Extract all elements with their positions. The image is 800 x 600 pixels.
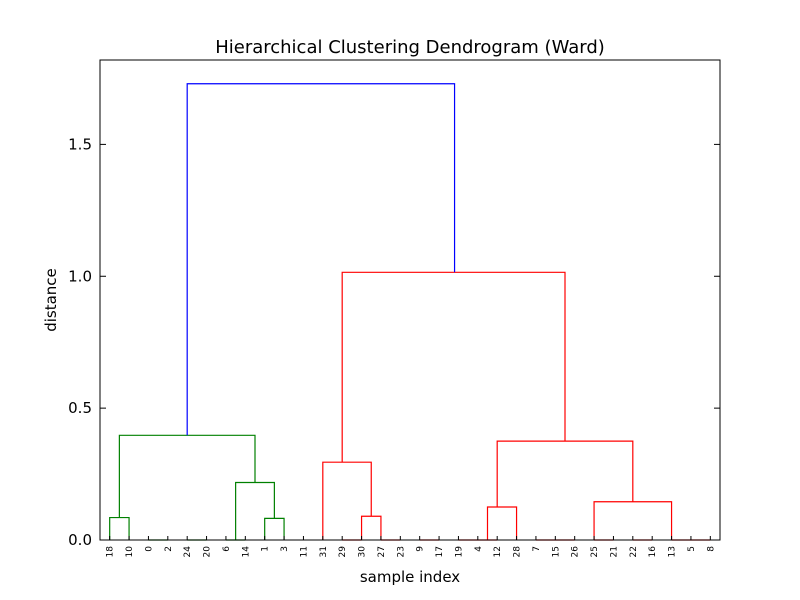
- y-axis-ticks: 0.0 0.5 1.0 1.5: [68, 135, 720, 549]
- leaf-label-11: 11: [299, 546, 309, 557]
- leaf-label-30: 30: [358, 546, 368, 558]
- leaf-label-14: 14: [241, 546, 251, 558]
- leaf-label-5: 5: [687, 546, 697, 552]
- leaf-label-22: 22: [629, 546, 639, 557]
- dendrogram-link-23: [341, 271, 566, 463]
- y-tick-label-1: 0.5: [68, 399, 92, 417]
- leaf-label-9: 9: [416, 546, 426, 552]
- dendrogram-link-14: [486, 506, 518, 540]
- plot-frame: [99, 59, 721, 541]
- leaf-label-24: 24: [183, 546, 193, 558]
- dendrogram-link-4: [264, 517, 285, 540]
- x-axis-label: sample index: [360, 568, 460, 586]
- leaf-label-4: 4: [474, 546, 484, 552]
- leaf-label-13: 13: [668, 546, 678, 557]
- leaf-label-8: 8: [706, 546, 716, 552]
- leaf-label-20: 20: [203, 546, 213, 558]
- y-tick-label-3: 1.5: [68, 135, 92, 153]
- leaf-label-23: 23: [396, 546, 406, 557]
- leaf-label-15: 15: [551, 546, 561, 557]
- leaf-label-12: 12: [493, 546, 503, 557]
- dendrogram-link-6: [118, 434, 256, 518]
- leaf-label-3: 3: [280, 546, 290, 552]
- y-tick-label-2: 1.0: [68, 267, 92, 285]
- leaf-label-19: 19: [454, 546, 464, 558]
- y-tick-label-0: 0.0: [68, 531, 92, 549]
- leaf-label-31: 31: [319, 546, 329, 557]
- leaf-label-0: 0: [144, 546, 154, 552]
- leaf-label-1: 1: [261, 546, 271, 552]
- chart-title: Hierarchical Clustering Dendrogram (Ward…: [215, 37, 605, 58]
- x-axis-leaf-labels: 18 10 0 2 24 20 6 14 1 3 11 31 29 30 27 23 9 17 19 4 12 28 7 15…: [106, 536, 716, 558]
- dendrogram-link-10: [322, 461, 372, 540]
- dendrogram-link-9: [360, 515, 382, 540]
- leaf-label-27: 27: [377, 546, 387, 557]
- leaf-label-26: 26: [571, 546, 581, 558]
- dendrogram-link-24: [186, 83, 456, 436]
- leaf-label-6: 6: [222, 546, 232, 552]
- leaf-label-28: 28: [513, 546, 523, 558]
- leaf-label-2: 2: [164, 546, 174, 552]
- leaf-label-18: 18: [106, 546, 116, 558]
- leaf-label-16: 16: [648, 546, 658, 558]
- leaf-label-29: 29: [338, 546, 348, 558]
- y-axis-label: distance: [42, 268, 60, 332]
- leaf-label-21: 21: [609, 546, 619, 557]
- dendrogram-link-22: [496, 440, 634, 508]
- leaf-label-7: 7: [532, 546, 542, 552]
- leaf-label-25: 25: [590, 546, 600, 557]
- leaf-label-17: 17: [435, 546, 445, 557]
- leaf-label-10: 10: [125, 546, 135, 558]
